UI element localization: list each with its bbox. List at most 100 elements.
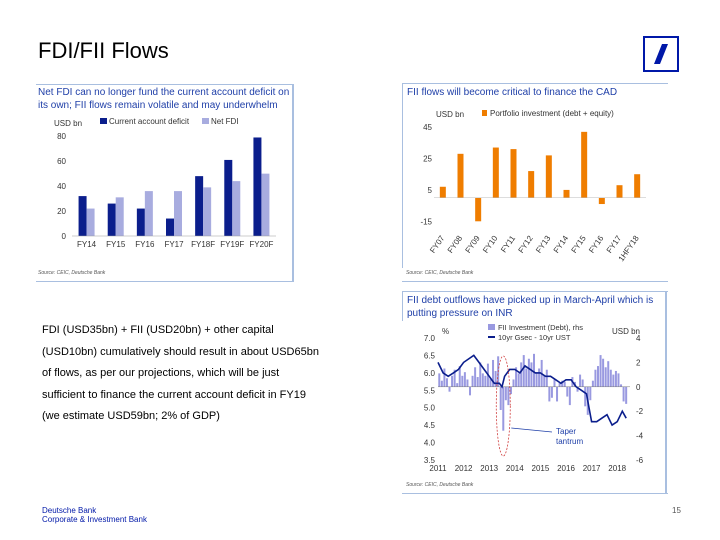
chart1-bar <box>224 159 233 236</box>
chart3-flow-bar <box>522 355 525 387</box>
chart3-right-tick-label: 0 <box>636 383 641 392</box>
chart1-ytick-label: 0 <box>62 232 67 241</box>
chart3-xtick-label: 2012 <box>455 464 473 473</box>
chart2-ytick-label: 5 <box>428 186 433 195</box>
chart1-ytick-label: 60 <box>57 157 66 166</box>
chart3-flow-bar <box>538 368 541 387</box>
chart2-bar <box>616 185 623 198</box>
chart3-flow-bar <box>474 367 477 387</box>
chart1-xtick-label: FY19F <box>220 240 244 249</box>
chart2-bar <box>510 149 517 198</box>
chart3-flow-bar <box>466 379 469 387</box>
chart3-flow-bar <box>602 358 605 387</box>
chart3-left-tick-label: 6.0 <box>424 369 436 378</box>
chart1-bar <box>78 196 87 236</box>
fdi-cad-bar-chart: USD bn 0 20 40 60 80 Current account deficit Ne… <box>54 117 276 249</box>
chart3-flow-bar <box>489 378 492 387</box>
chart3-annotation-ellipse <box>495 355 511 457</box>
chart3-flow-bar <box>553 379 556 387</box>
chart3-border-top <box>402 291 668 292</box>
chart3-flow-bar <box>448 386 451 392</box>
chart2-xtick-label: FY12 <box>516 234 535 255</box>
chart1-xtick-label: FY16 <box>135 240 155 249</box>
chart3-flow-bar <box>494 370 497 387</box>
chart1-bar <box>86 208 95 236</box>
chart3-flow-bar <box>463 372 466 387</box>
chart3-flow-bar <box>515 367 518 387</box>
chart3-flow-bar <box>576 386 579 392</box>
chart3-legend-label-line: 10yr Gsec - 10yr UST <box>498 333 571 342</box>
fii-portfolio-bar-chart: USD bn Portfolio investment (debt + equit… <box>420 109 646 263</box>
chart3-right-tick-label: -6 <box>636 456 644 465</box>
chart3-flow-bar <box>620 384 623 387</box>
chart1-bar <box>115 197 124 236</box>
chart3-flow-bar <box>458 366 461 387</box>
deutsche-bank-logo-icon <box>643 36 679 72</box>
chart3-flow-bar <box>561 380 564 387</box>
chart3-flow-bar <box>479 362 482 387</box>
chart2-bar <box>439 186 446 198</box>
chart3-flow-bar <box>614 370 617 387</box>
chart3-flow-bar <box>558 383 561 387</box>
chart1-border-top <box>36 84 294 85</box>
chart3-flow-bar <box>535 372 538 387</box>
chart2-border-left <box>402 83 403 268</box>
chart3-flow-bar <box>543 375 546 387</box>
chart1-source: Source: CEIC, Deutsche Bank <box>38 270 106 276</box>
chart3-flow-bar <box>492 359 495 387</box>
chart3-xtick-label: 2016 <box>557 464 575 473</box>
chart3-left-tick-label: 4.5 <box>424 421 436 430</box>
chart2-bar <box>475 197 482 222</box>
chart1-bar <box>144 191 153 236</box>
chart1-bar <box>107 203 116 236</box>
chart3-legend-label-bar: FII Investment (Debt), rhs <box>498 323 583 332</box>
chart2-ytick-label: 45 <box>423 123 432 132</box>
chart3-flow-bar <box>612 374 615 387</box>
chart3-flow-bar <box>502 386 505 431</box>
chart3-flow-bar <box>604 367 607 387</box>
chart3-flow-bar <box>527 358 530 387</box>
chart3-flow-bar <box>563 381 566 387</box>
chart2-xtick-label: FY16 <box>587 234 606 255</box>
chart3-border-right <box>665 291 667 494</box>
chart3-flow-bar <box>451 375 454 387</box>
chart3-spread-line <box>437 354 627 427</box>
chart3-flow-bar <box>499 386 502 410</box>
page-number: 15 <box>672 506 681 515</box>
chart3-flow-bar <box>625 386 628 404</box>
chart3-flow-bar <box>509 386 512 395</box>
chart2-xtick-label: FY15 <box>569 234 588 255</box>
page-title: FDI/FII Flows <box>38 38 169 63</box>
chart3-flow-bar <box>581 379 584 387</box>
chart3-flow-bar <box>607 361 610 387</box>
chart3-right-tick-label: -4 <box>636 432 644 441</box>
chart2-source: Source: CEIC, Deutsche Bank <box>406 270 474 276</box>
chart3-left-tick-label: 5.5 <box>424 386 436 395</box>
chart3-flow-bar <box>453 369 456 387</box>
chart3-flow-bar <box>597 366 599 387</box>
chart2-xtick-label: FY09 <box>463 234 482 255</box>
chart2-bar <box>492 147 499 198</box>
chart3-flow-bar <box>438 373 441 387</box>
chart3-xtick-label: 2017 <box>583 464 601 473</box>
chart3-right-tick-label: 4 <box>636 334 641 343</box>
chart3-title: FII debt outflows have picked up in Marc… <box>407 295 654 319</box>
chart2-legend-swatch <box>482 110 487 116</box>
chart3-xtick-label: 2018 <box>608 464 626 473</box>
chart1-bar <box>253 137 262 236</box>
chart3-flow-bar <box>568 386 571 406</box>
chart2-bar <box>581 131 588 198</box>
chart1-bar <box>261 173 270 236</box>
chart3-flow-bar <box>579 374 582 387</box>
chart3-left-tick-label: 7.0 <box>424 334 436 343</box>
chart2-xtick-label: FY14 <box>552 234 571 255</box>
chart3-flow-bar <box>456 383 459 387</box>
chart3-xtick-label: 2013 <box>480 464 498 473</box>
chart3-left-tick-label: 5.0 <box>424 404 436 413</box>
chart1-bar <box>136 208 145 236</box>
chart2-xtick-label: FY07 <box>428 234 447 255</box>
chart2-border-bottom <box>402 281 668 282</box>
chart3-flow-bar <box>545 369 548 387</box>
chart3-flow-bar <box>548 386 551 402</box>
footer: Deutsche Bank Corporate & Investment Ban… <box>42 506 147 524</box>
